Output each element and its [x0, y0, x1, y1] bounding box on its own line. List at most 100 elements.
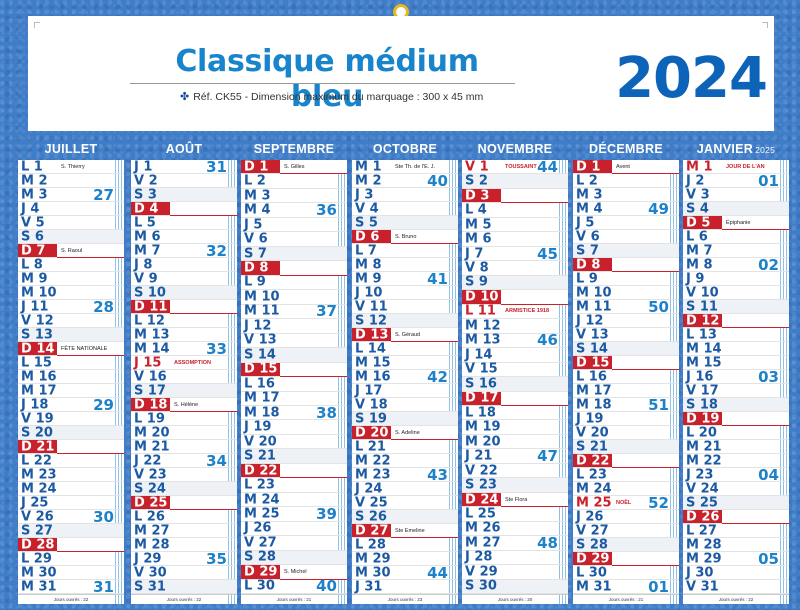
week-number: 31: [206, 157, 227, 176]
day-row: M 12: [462, 318, 568, 334]
day-label: J 19: [244, 419, 272, 435]
day-label: M 26: [465, 520, 501, 536]
reference-line: ✤ Réf. CK55 - Dimension maximum du marqua…: [180, 90, 483, 103]
month-year: 2025: [755, 145, 776, 155]
day-row: M 17: [573, 383, 679, 398]
day-label: J 12: [576, 313, 604, 328]
day-row: L 12: [131, 313, 237, 328]
week-number: 32: [206, 241, 227, 260]
day-row: M 14 33: [131, 339, 237, 358]
day-label: V 6: [576, 229, 600, 244]
week-number: 05: [758, 549, 779, 568]
day-label: M 8: [686, 257, 713, 272]
day-row: J 21 47: [462, 447, 568, 465]
day-row: D 19: [683, 411, 789, 426]
day-row: J 16 03: [683, 368, 789, 386]
week-divider: [501, 202, 568, 204]
day-label: V 4: [355, 201, 379, 216]
day-row: M 26: [462, 520, 568, 537]
day-row: M 1 Ste Th. de l'E. J.: [352, 159, 458, 174]
saint-name: JOUR DE L'AN: [726, 163, 765, 170]
day-label: S 9: [465, 274, 488, 290]
header-panel: [28, 16, 774, 131]
saint-name: ARMISTICE 1918: [505, 308, 550, 315]
sunday-marker: [18, 538, 57, 551]
day-label: J 25: [21, 495, 49, 510]
sunday-marker: [241, 160, 280, 174]
day-row: L 9: [573, 271, 679, 286]
day-row: V 22: [462, 463, 568, 479]
day-row: L 6: [683, 229, 789, 244]
day-label: V 13: [244, 332, 277, 348]
day-label: M 3: [21, 187, 48, 202]
day-row: V 18: [352, 397, 458, 412]
day-label: D 11: [134, 299, 168, 314]
saint-name: ASSOMPTION: [174, 359, 211, 366]
day-label: M 8: [355, 257, 382, 272]
day-row: S 13: [18, 327, 124, 342]
day-row: S 21: [241, 449, 347, 464]
month-label: SEPTEMBRE: [253, 142, 335, 156]
day-row: M 10: [573, 285, 679, 300]
week-divider: [391, 537, 458, 538]
day-label: L 12: [134, 313, 165, 328]
day-label: D 14: [21, 341, 55, 356]
saint-name: S. Bruno: [395, 233, 417, 240]
decor-stripes: [779, 160, 789, 604]
day-label: L 30: [576, 565, 607, 580]
day-label: D 3: [465, 188, 490, 204]
month-name: AOÛT: [131, 138, 237, 160]
day-label: V 16: [134, 369, 167, 384]
day-label: J 24: [355, 481, 383, 496]
day-row: L 29: [18, 551, 124, 566]
day-row: L 20: [683, 425, 789, 440]
sunday-marker: [18, 440, 57, 453]
day-label: S 5: [355, 215, 378, 230]
sunday-marker: [683, 314, 722, 327]
week-divider: [170, 411, 237, 412]
day-row: D 27 Ste Emeline: [352, 523, 458, 538]
day-label: M 28: [686, 537, 722, 552]
day-row: L 4: [462, 203, 568, 218]
day-row: J 4: [18, 201, 124, 216]
day-label: L 25: [465, 506, 496, 522]
week-number: 49: [648, 199, 669, 218]
day-row: M 3 27: [18, 186, 124, 204]
day-label: V 25: [355, 495, 388, 510]
week-divider: [612, 565, 679, 566]
day-row: V 4: [352, 201, 458, 216]
day-row: J 29 35: [131, 550, 237, 568]
day-label: L 29: [21, 551, 52, 566]
day-row: M 18 51: [573, 396, 679, 414]
day-row: L 16: [573, 369, 679, 384]
week-divider: [391, 439, 458, 440]
day-label: L 28: [355, 537, 386, 552]
day-label: M 23: [355, 467, 391, 482]
day-row: S 24: [131, 481, 237, 496]
day-label: L 16: [244, 376, 275, 392]
day-label: M 25: [576, 495, 612, 510]
day-row: D 29 S. Michel: [241, 564, 347, 580]
week-number: 52: [648, 493, 669, 512]
week-number: 45: [537, 244, 558, 263]
day-label: S 18: [686, 397, 718, 412]
week-number: 33: [206, 339, 227, 358]
day-label: M 16: [355, 369, 391, 384]
day-label: V 22: [465, 463, 498, 479]
day-label: S 25: [686, 495, 718, 510]
day-row: D 3: [462, 188, 568, 204]
day-row: V 5: [18, 215, 124, 230]
decor-stripes: [227, 160, 237, 604]
day-row: M 20: [462, 434, 568, 450]
day-label: M 11: [244, 303, 280, 319]
week-number: 02: [758, 255, 779, 274]
day-label: V 27: [576, 523, 609, 538]
week-divider: [722, 229, 789, 230]
day-label: L 2: [576, 173, 598, 188]
day-row: M 3: [241, 188, 347, 204]
day-row: D 5 Épiphanie: [683, 215, 789, 230]
day-label: D 4: [134, 201, 159, 216]
day-label: S 10: [134, 285, 166, 300]
